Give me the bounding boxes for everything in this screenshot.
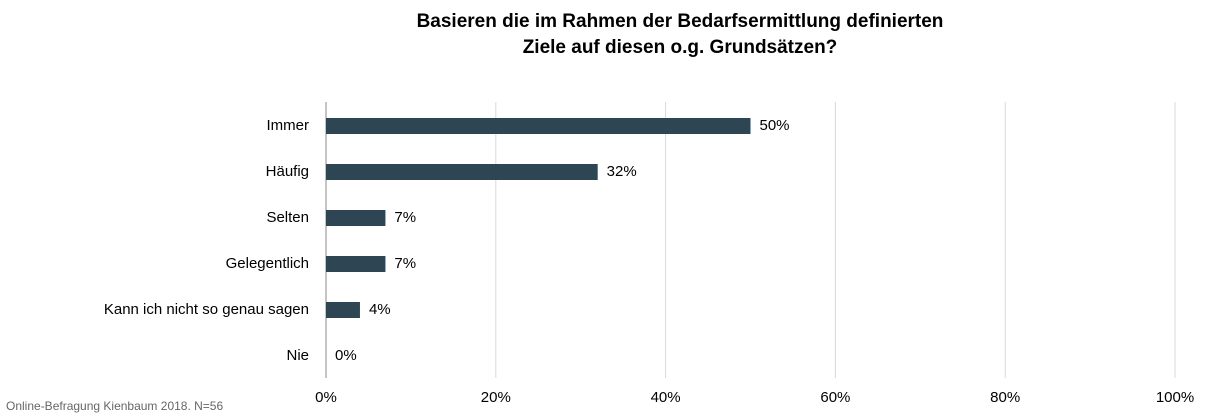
- y-tick-label: Häufig: [266, 163, 309, 180]
- y-tick-label: Immer: [267, 117, 310, 134]
- y-tick-label: Nie: [286, 347, 309, 364]
- bar: [326, 256, 386, 272]
- bar: [326, 118, 751, 134]
- data-label: 7%: [394, 255, 416, 272]
- x-tick-label: 40%: [651, 389, 681, 406]
- x-tick-label: 100%: [1156, 389, 1194, 406]
- data-label: 7%: [394, 209, 416, 226]
- x-tick-label: 0%: [315, 389, 337, 406]
- data-label: 32%: [607, 163, 637, 180]
- data-label: 0%: [335, 347, 357, 364]
- bar: [326, 210, 386, 226]
- chart-title: Basieren die im Rahmen der Bedarfsermitt…: [417, 11, 944, 32]
- x-tick-label: 80%: [990, 389, 1020, 406]
- x-tick-label: 60%: [820, 389, 850, 406]
- data-label: 4%: [369, 301, 391, 318]
- bar: [326, 164, 598, 180]
- bar: [326, 302, 360, 318]
- y-tick-label: Selten: [266, 209, 309, 226]
- chart-title: Ziele auf diesen o.g. Grundsätzen?: [523, 37, 838, 58]
- y-tick-label: Kann ich nicht so genau sagen: [104, 301, 309, 318]
- data-label: 50%: [760, 117, 790, 134]
- x-tick-label: 20%: [481, 389, 511, 406]
- y-tick-label: Gelegentlich: [226, 255, 309, 272]
- source-note: Online-Befragung Kienbaum 2018. N=56: [6, 399, 223, 413]
